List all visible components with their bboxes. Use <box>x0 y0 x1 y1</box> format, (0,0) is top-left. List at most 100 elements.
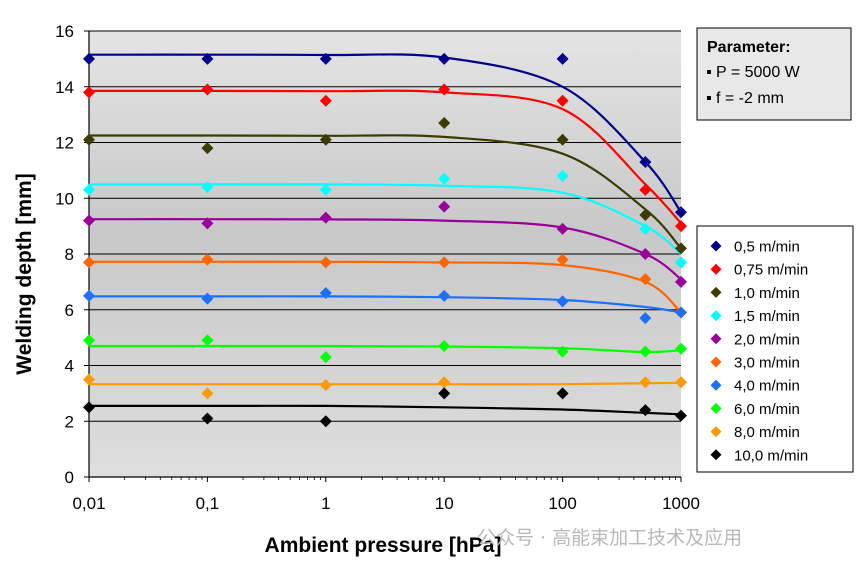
data-point <box>675 206 687 219</box>
data-point <box>83 373 95 386</box>
data-point <box>675 242 687 255</box>
data-point <box>319 183 332 196</box>
legend-label: 0,5 m/min <box>734 239 800 256</box>
legend-label: 4,0 m/min <box>734 378 800 395</box>
data-point <box>675 409 687 422</box>
data-point <box>438 200 451 213</box>
parameter-line-focus: f = -2 mm <box>716 90 784 107</box>
data-point <box>319 287 332 300</box>
data-point <box>639 222 652 235</box>
data-point <box>556 345 569 358</box>
legend-marker-icon <box>710 402 722 414</box>
data-point <box>201 52 214 65</box>
legend-marker-icon <box>710 356 722 368</box>
data-point <box>639 345 652 358</box>
bullet-icon <box>707 96 711 100</box>
data-point <box>438 387 451 400</box>
data-point <box>83 401 95 414</box>
data-points <box>83 52 687 428</box>
data-point <box>438 83 451 96</box>
data-point <box>319 351 332 364</box>
legend-label: 1,0 m/min <box>734 285 800 302</box>
data-point <box>675 220 687 233</box>
data-point <box>556 52 569 65</box>
gridlines <box>89 30 681 422</box>
data-point <box>639 312 652 325</box>
legend-label: 8,0 m/min <box>734 424 800 441</box>
legend-label: 0,75 m/min <box>734 262 808 279</box>
data-point <box>675 376 687 389</box>
legend-label: 10,0 m/min <box>734 447 808 464</box>
data-point <box>201 181 214 194</box>
data-point <box>319 256 332 269</box>
data-point <box>639 208 652 221</box>
data-point <box>438 289 451 302</box>
data-point <box>556 387 569 400</box>
data-point <box>438 376 451 389</box>
data-point <box>556 169 569 182</box>
legend-label: 3,0 m/min <box>734 355 800 372</box>
watermark-text: 公众号 · 高能束加工技术及应用 <box>477 527 742 549</box>
parameter-box: Parameter: P = 5000 W f = -2 mm <box>696 27 852 121</box>
data-point <box>319 211 332 224</box>
legend-marker-icon <box>710 310 722 322</box>
data-point <box>639 248 652 260</box>
data-point <box>201 142 214 155</box>
data-point <box>319 133 332 146</box>
data-point <box>675 342 687 355</box>
data-point <box>319 415 332 428</box>
data-point <box>83 289 95 302</box>
data-point <box>556 94 569 107</box>
legend-label: 2,0 m/min <box>734 331 800 348</box>
x-tick-label: 1000 <box>662 494 700 513</box>
data-point <box>556 295 569 308</box>
data-point <box>556 222 569 235</box>
data-point <box>201 334 214 347</box>
legend-marker-icon <box>710 333 722 345</box>
data-point <box>438 256 451 269</box>
data-point <box>201 387 214 400</box>
data-point <box>201 292 214 305</box>
data-point <box>83 183 95 196</box>
y-tick-label: 0 <box>65 468 74 487</box>
data-point <box>201 412 214 425</box>
data-point <box>319 379 332 392</box>
data-point <box>639 376 652 389</box>
legend-marker-icon <box>710 379 722 391</box>
y-tick-label: 2 <box>65 412 74 431</box>
data-point <box>675 306 687 319</box>
legend-marker-icon <box>710 240 722 252</box>
trend-line <box>89 404 682 416</box>
data-point <box>83 256 95 269</box>
legend-label: 6,0 m/min <box>734 401 800 418</box>
data-point <box>319 52 332 65</box>
legend-label: 1,5 m/min <box>734 308 800 325</box>
legend-marker-icon <box>710 449 722 461</box>
data-point <box>556 133 569 146</box>
x-tick-label: 100 <box>548 494 576 513</box>
bullet-icon <box>707 70 711 74</box>
y-tick-label: 8 <box>65 245 74 264</box>
data-point <box>83 133 95 146</box>
data-point <box>438 116 451 129</box>
data-point <box>83 86 95 99</box>
y-tick-label: 16 <box>55 22 74 41</box>
data-point <box>438 52 451 65</box>
data-point <box>438 172 451 185</box>
data-point <box>438 339 451 352</box>
y-tick-label: 12 <box>55 134 74 153</box>
y-axis-title: Welding depth [mm] <box>13 173 36 374</box>
y-tick-label: 4 <box>65 357 74 376</box>
data-point <box>639 404 652 417</box>
parameter-line-power: P = 5000 W <box>716 64 801 81</box>
y-tick-label: 14 <box>55 78 74 97</box>
x-tick-label: 10 <box>435 494 454 513</box>
data-point <box>319 94 332 107</box>
legend-marker-icon <box>710 263 722 275</box>
y-tick-label: 10 <box>55 189 74 208</box>
legend: 0,5 m/min 0,75 m/min 1,0 m/min 1,5 m/min 2,0… <box>696 225 854 473</box>
data-point <box>639 273 652 286</box>
trend-line <box>88 134 682 250</box>
data-point <box>83 334 95 347</box>
